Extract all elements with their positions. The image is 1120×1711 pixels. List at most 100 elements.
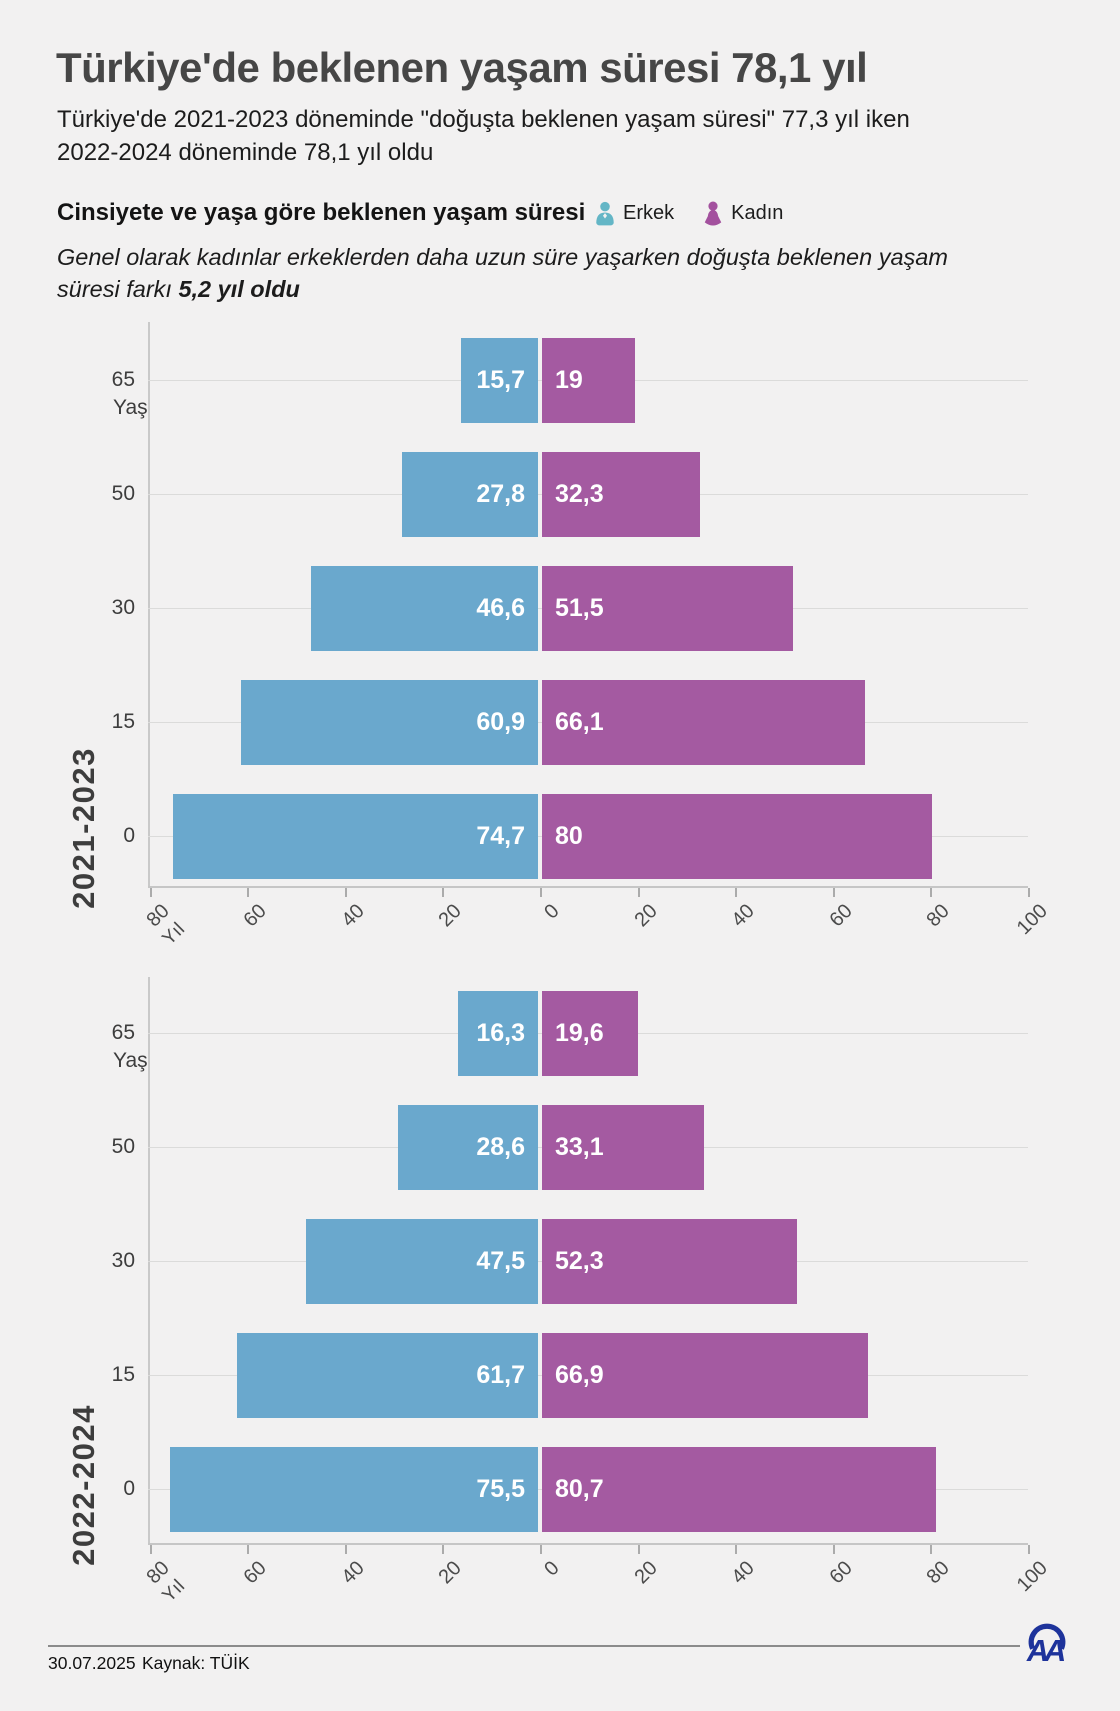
x-tick-mark: [930, 1545, 932, 1554]
x-tick-label: 60: [239, 1557, 271, 1589]
x-tick-label: 0: [540, 1557, 564, 1581]
bar-female-30: 52,3: [542, 1219, 797, 1304]
bar-female-15: 66,1: [542, 680, 865, 765]
x-tick-label: 20: [630, 1557, 662, 1589]
bar-value-female-15: 66,1: [555, 708, 604, 736]
x-tick-mark: [345, 1545, 347, 1554]
y-axis-line: [148, 322, 150, 886]
x-tick-mark: [442, 888, 444, 897]
x-tick-mark: [1028, 888, 1030, 897]
legend-item-male: Erkek: [594, 200, 674, 226]
x-tick-label: 60: [825, 1557, 857, 1589]
x-tick-label: 40: [337, 900, 369, 932]
y-axis-label: 65: [111, 1021, 135, 1044]
footer-source: Kaynak: TÜİK: [142, 1653, 250, 1673]
x-tick-mark: [540, 888, 542, 897]
legend-item-female: Kadın: [702, 200, 783, 226]
y-axis-label: 15: [111, 710, 135, 733]
x-axis-line: [148, 1543, 1028, 1545]
bar-male-30: 47,5: [306, 1219, 538, 1304]
bar-female-0: 80: [542, 794, 932, 879]
note-line2-prefix: süresi farkı: [57, 276, 179, 302]
bar-male-65: 15,7: [461, 338, 538, 423]
bar-male-30: 46,6: [311, 566, 538, 651]
x-tick-mark: [345, 888, 347, 897]
bar-female-65: 19: [542, 338, 635, 423]
bar-male-50: 27,8: [402, 452, 538, 537]
bar-value-female-65: 19,6: [555, 1019, 604, 1047]
x-tick-label: 0: [540, 900, 564, 924]
bar-female-15: 66,9: [542, 1333, 868, 1418]
bar-value-female-30: 51,5: [555, 594, 604, 622]
section-title: Cinsiyete ve yaşa göre beklenen yaşam sü…: [57, 199, 586, 226]
bar-value-male-30: 47,5: [476, 1247, 525, 1275]
y-axis-line: [148, 977, 150, 1543]
bar-value-male-50: 28,6: [476, 1133, 525, 1161]
chart-legend: Erkek Kadın: [594, 200, 783, 226]
x-tick-mark: [442, 1545, 444, 1554]
bar-value-male-0: 74,7: [476, 822, 525, 850]
footer-date: 30.07.2025: [48, 1653, 136, 1673]
y-axis-label: 65: [111, 368, 135, 391]
bar-value-female-50: 33,1: [555, 1133, 604, 1161]
legend-label-female: Kadın: [731, 201, 784, 224]
note: Genel olarak kadınlar erkeklerden daha u…: [57, 241, 948, 305]
x-tick-mark: [150, 1545, 152, 1554]
y-axis-unit-label: Yaş: [113, 396, 148, 419]
page-title: Türkiye'de beklenen yaşam süresi 78,1 yı…: [56, 44, 868, 91]
bar-value-male-30: 46,6: [476, 594, 525, 622]
bar-female-50: 33,1: [542, 1105, 704, 1190]
x-tick-mark: [1028, 1545, 1030, 1554]
bar-male-50: 28,6: [398, 1105, 538, 1190]
bar-value-female-30: 52,3: [555, 1247, 604, 1275]
y-axis-label: 0: [123, 1477, 135, 1500]
svg-text:A: A: [1026, 1634, 1049, 1666]
bar-value-male-50: 27,8: [476, 480, 525, 508]
note-line1: Genel olarak kadınlar erkeklerden daha u…: [57, 244, 948, 270]
x-tick-mark: [735, 888, 737, 897]
x-tick-label: 40: [727, 1557, 759, 1589]
y-axis-label: 50: [111, 1135, 135, 1158]
x-tick-label: 20: [434, 1557, 466, 1589]
y-axis-label: 15: [111, 1363, 135, 1386]
bar-value-female-0: 80: [555, 822, 583, 850]
bar-female-0: 80,7: [542, 1447, 936, 1532]
x-tick-label: 80: [922, 900, 954, 932]
x-tick-mark: [930, 888, 932, 897]
bar-male-0: 74,7: [173, 794, 538, 879]
x-tick-label: 40: [727, 900, 759, 932]
x-tick-mark: [247, 1545, 249, 1554]
y-axis-label: 30: [111, 1249, 135, 1272]
x-tick-label: 40: [337, 1557, 369, 1589]
subtitle-line2: 2022-2024 döneminde 78,1 yıl oldu: [57, 139, 434, 166]
x-tick-label: 100: [1012, 900, 1052, 940]
x-tick-mark: [247, 888, 249, 897]
bar-male-0: 75,5: [170, 1447, 538, 1532]
subtitle-line1: Türkiye'de 2021-2023 döneminde "doğuşta …: [57, 106, 910, 133]
bar-value-male-65: 15,7: [476, 366, 525, 394]
aa-logo-arc: [1028, 1623, 1066, 1650]
x-tick-label: 60: [239, 900, 271, 932]
female-person-icon: [704, 201, 722, 226]
legend-label-male: Erkek: [623, 201, 675, 224]
bar-female-30: 51,5: [542, 566, 793, 651]
bar-female-65: 19,6: [542, 991, 638, 1076]
x-tick-mark: [833, 888, 835, 897]
x-tick-label: 100: [1012, 1557, 1052, 1597]
svg-text:A: A: [1043, 1634, 1066, 1666]
y-axis-label: 50: [111, 482, 135, 505]
aa-logo: A A: [1026, 1623, 1066, 1666]
bar-value-male-15: 60,9: [476, 708, 525, 736]
subtitle: Türkiye'de 2021-2023 döneminde "doğuşta …: [57, 103, 910, 169]
x-tick-label: 20: [434, 900, 466, 932]
x-tick-mark: [833, 1545, 835, 1554]
footer-divider: [48, 1645, 1020, 1647]
bar-value-male-15: 61,7: [476, 1361, 525, 1389]
y-axis-label: 0: [123, 824, 135, 847]
x-tick-mark: [638, 1545, 640, 1554]
bar-value-male-65: 16,3: [476, 1019, 525, 1047]
x-axis-line: [148, 886, 1028, 888]
bar-value-female-50: 32,3: [555, 480, 604, 508]
x-tick-label: 80: [922, 1557, 954, 1589]
bar-male-15: 60,9: [241, 680, 538, 765]
